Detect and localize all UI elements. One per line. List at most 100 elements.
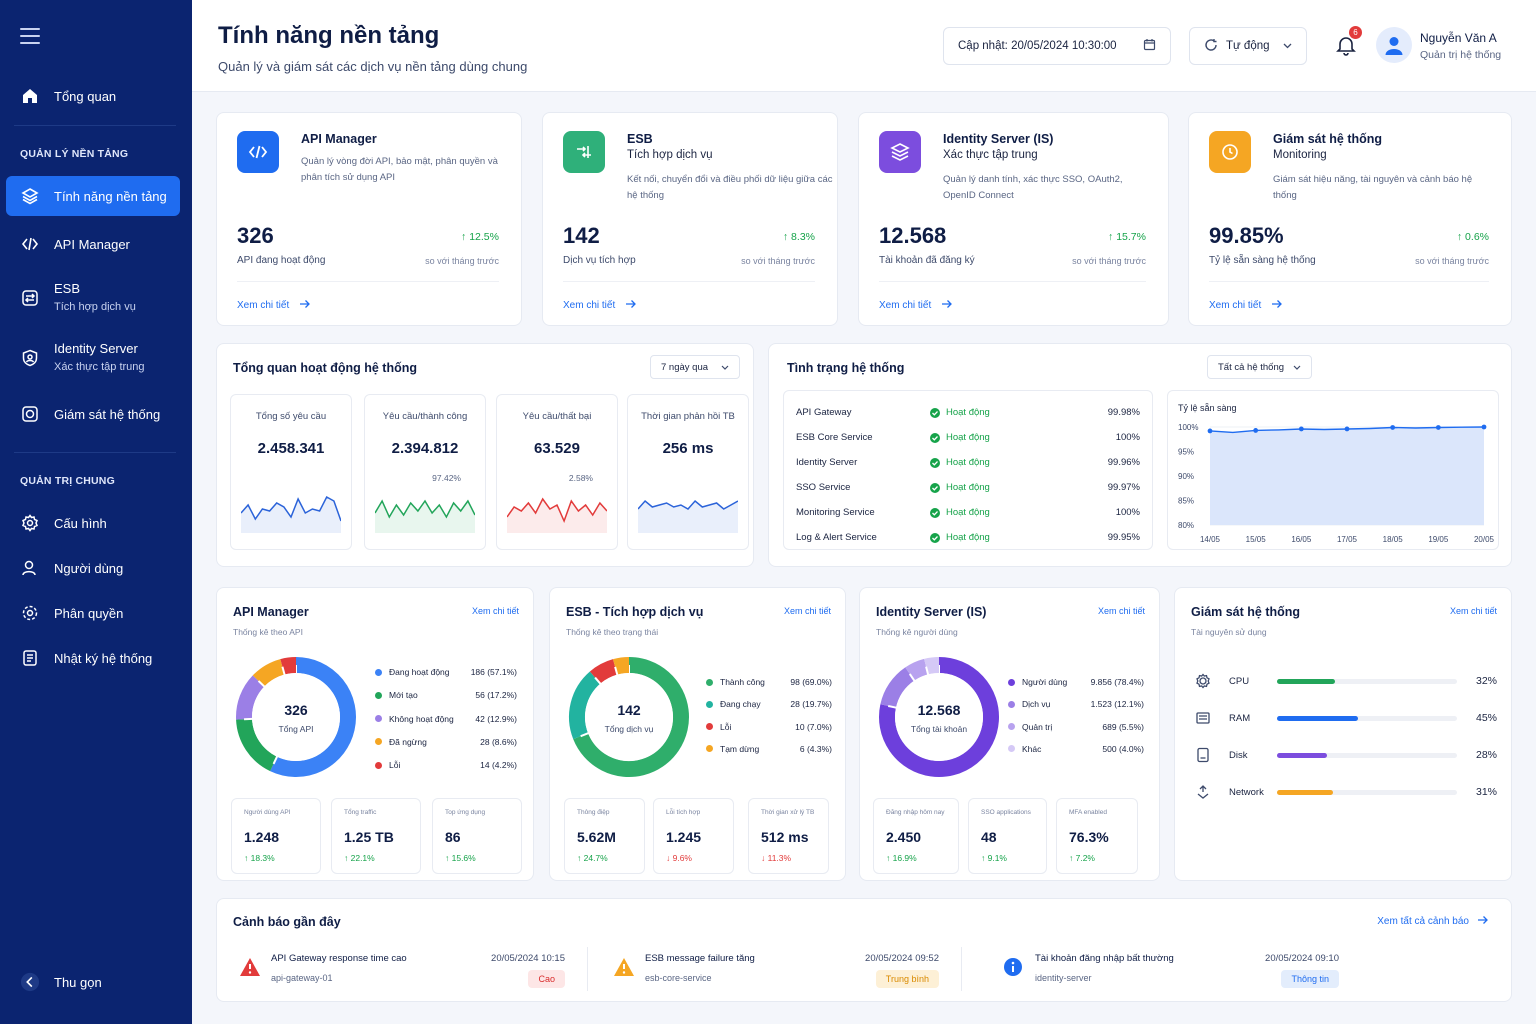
panel-stat-card: MFA enabled 76.3% ↑ 7.2%: [1056, 798, 1138, 874]
sidebar-item-users[interactable]: Người dùng: [6, 548, 180, 588]
sidebar: Tổng quan QUẢN LÝ NỀN TẢNG Tính năng nền…: [0, 0, 192, 1024]
panel-subtitle: Thống kê người dùng: [876, 627, 958, 637]
legend-label: Quản trị: [1022, 721, 1053, 732]
view-detail-link[interactable]: Xem chi tiết: [1097, 606, 1145, 616]
donut-chart: [569, 657, 689, 777]
legend-item: Thành công 98 (69.0%): [706, 677, 832, 687]
donut-segment: [879, 657, 999, 777]
x-tick-label: 18/05: [1383, 535, 1404, 544]
metric-ratio: 97.42%: [432, 473, 461, 483]
sidebar-item-permissions[interactable]: Phân quyền: [6, 593, 180, 633]
uptime-point: [1435, 425, 1441, 430]
sparkline: [507, 497, 607, 533]
sidebar-item-overview[interactable]: Tổng quan: [6, 76, 180, 116]
avatar[interactable]: [1376, 27, 1412, 63]
activity-overview-card: Tổng quan hoạt động hệ thống 7 ngày qua …: [216, 343, 754, 567]
y-tick-label: 90%: [1178, 472, 1194, 481]
metric-value: 63.529: [534, 440, 580, 457]
y-tick-label: 85%: [1178, 497, 1194, 506]
alert-item[interactable]: ESB message failure tăng esb-core-service…: [613, 947, 962, 991]
sidebar-item-monitoring[interactable]: Giám sát hệ thống: [6, 394, 180, 434]
legend-swatch: [375, 691, 382, 699]
user-icon: [20, 558, 40, 578]
stat-change: ↑ 18.3%: [244, 853, 275, 863]
sidebar-item-api[interactable]: API Manager: [6, 224, 180, 264]
panel-stat-card: Tổng traffic 1.25 TB ↑ 22.1%: [331, 798, 421, 874]
legend-value: 14 (4.2%): [480, 760, 517, 771]
panel-stat-card: Đăng nhập hôm nay 2.450 ↑ 16.9%: [873, 798, 959, 874]
alert-title: ESB message failure tăng: [645, 953, 755, 964]
integration-icon: [20, 288, 40, 308]
resource-bar-fill: [1277, 789, 1333, 795]
legend-swatch: [375, 761, 382, 769]
sidebar-item-platform[interactable]: Tính năng nền tảng: [6, 176, 180, 216]
view-detail-link[interactable]: Xem chi tiết: [563, 299, 637, 312]
x-tick-label: 20/05: [1474, 535, 1495, 544]
bell-icon[interactable]: 6: [1335, 26, 1362, 61]
uptime-point: [1253, 428, 1259, 433]
uptime-value: 100%: [1115, 507, 1140, 518]
collapse-button[interactable]: Thu gọn: [6, 962, 180, 1002]
update-time-box[interactable]: Cập nhật: 20/05/2024 10:30:00: [943, 27, 1171, 65]
api-panel: API Manager Thống kê theo API Xem chi tiết…: [216, 587, 534, 881]
check-icon: [930, 507, 940, 518]
view-detail-link[interactable]: Xem chi tiết: [237, 299, 311, 312]
sidebar-item-config[interactable]: Cấu hình: [6, 503, 180, 543]
sidebar-item-label: Thu gọn: [54, 974, 102, 990]
stat-change: ↑ 15.6%: [445, 853, 476, 863]
kpi-label: Tỷ lệ sẵn sàng hệ thống: [1209, 255, 1316, 266]
legend-item: Tạm dừng 6 (4.3%): [706, 744, 832, 754]
stat-label: SSO applications: [981, 809, 1031, 816]
x-tick-label: 14/05: [1200, 535, 1221, 544]
alert-time: 20/05/2024 09:52: [865, 953, 939, 964]
alert-item[interactable]: Tài khoản đăng nhập bất thường identity-s…: [1003, 949, 1343, 989]
sidebar-item-esb[interactable]: ESB Tích hợp dịch vụ: [6, 278, 180, 318]
service-name: API Gateway: [796, 407, 852, 418]
sidebar-item-logs[interactable]: Nhật ký hệ thống: [6, 638, 180, 678]
user-name[interactable]: Nguyễn Văn A: [1420, 31, 1497, 45]
system-filter-select[interactable]: Tất cả hệ thống: [1207, 355, 1312, 379]
legend-swatch: [375, 738, 382, 746]
sidebar-item-identity[interactable]: Identity Server Xác thực tập trung: [6, 338, 180, 378]
view-detail-link[interactable]: Xem chi tiết: [1449, 606, 1497, 616]
clock-icon: [1209, 131, 1251, 173]
view-detail-link[interactable]: Xem chi tiết: [1209, 299, 1283, 312]
kpi-title: Identity Server (IS): [943, 132, 1054, 146]
sidebar-section-title: QUẢN LÝ NỀN TẢNG: [20, 148, 129, 160]
uptime-value: 99.95%: [1107, 532, 1140, 543]
check-icon: [930, 457, 940, 468]
activity-title: Tổng quan hoạt động hệ thống: [233, 361, 417, 375]
view-detail-link[interactable]: Xem chi tiết: [879, 299, 953, 312]
refresh-select[interactable]: Tự động: [1189, 27, 1307, 65]
alert-level-badge: Thông tin: [1281, 970, 1339, 988]
stat-value: 512 ms: [761, 829, 809, 845]
kpi-label: API đang hoạt động: [237, 255, 326, 266]
resource-name: Disk: [1229, 749, 1248, 761]
stat-change: ↑ 24.7%: [577, 853, 608, 863]
uptime-point: [1390, 425, 1396, 430]
panel-stat-card: Thông điệp 5.62M ↑ 24.7%: [564, 798, 645, 874]
legend-value: 6 (4.3%): [799, 743, 832, 754]
service-state: Hoạt động: [930, 482, 990, 493]
stat-value: 48: [981, 829, 997, 845]
kpi-compare-label: so với tháng trước: [1415, 256, 1489, 266]
view-detail-link[interactable]: Xem chi tiết: [783, 606, 831, 616]
resource-bar-fill: [1277, 715, 1358, 721]
view-all-alerts-link[interactable]: Xem tất cả cảnh báo: [1377, 915, 1489, 928]
legend-swatch: [1008, 700, 1015, 708]
page-title: Tính năng nền tảng: [218, 22, 440, 49]
view-detail-link[interactable]: Xem chi tiết: [471, 606, 519, 616]
sidebar-item-label: Tính năng nền tảng: [54, 188, 167, 204]
legend-swatch: [706, 723, 713, 731]
menu-icon[interactable]: [20, 28, 40, 44]
permission-icon: [20, 603, 40, 623]
stat-value: 2.450: [886, 829, 922, 845]
user-role: Quản trị hệ thống: [1420, 49, 1502, 61]
kpi-title: ESB: [627, 132, 653, 146]
chevron-left-icon: [20, 972, 40, 992]
legend-value: 42 (12.9%): [475, 713, 517, 724]
ram-icon: [1193, 710, 1213, 726]
alert-item[interactable]: API Gateway response time cao api-gateway…: [239, 947, 588, 991]
resource-percent: 32%: [1475, 675, 1497, 687]
range-select[interactable]: 7 ngày qua: [650, 355, 740, 379]
